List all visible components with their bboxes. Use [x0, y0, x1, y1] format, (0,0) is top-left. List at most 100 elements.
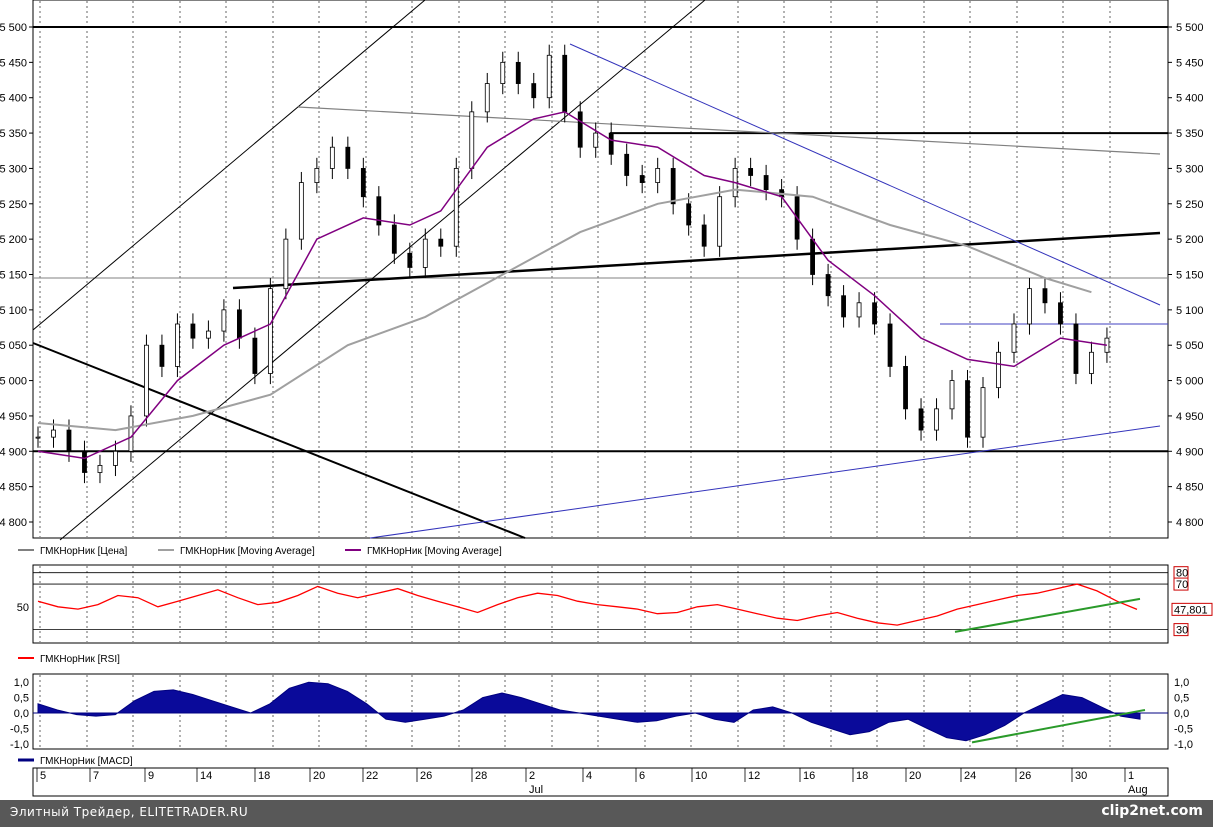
x-tick-label: 5 [40, 770, 46, 782]
price-panel: 5 500 5 500 5 450 5 450 5 400 5 400 5 350 5 350… [0, 0, 1204, 541]
price-candle-body [453, 168, 459, 247]
macd-y-tick-label-right: 0,5 [1174, 693, 1189, 705]
lower-blue-trendline [369, 425, 1161, 539]
price-trendlines [32, 0, 1168, 541]
x-tick-label: 12 [748, 770, 760, 782]
x-tick-label: 22 [366, 770, 378, 782]
price-candle-body [639, 175, 645, 183]
price-candle-body [252, 337, 258, 374]
price-candle-body [190, 323, 196, 339]
price-candle-body [66, 429, 72, 452]
price-candle-body [1058, 302, 1063, 325]
rsi-line [37, 583, 1138, 626]
macd-y-tick-label-right: 1,0 [1174, 677, 1189, 689]
price-candle-body [236, 309, 242, 339]
rsi-level-label: 30 [1176, 625, 1188, 637]
price-y-tick-label-right: 4 950 [1176, 411, 1204, 423]
x-tick-label: 14 [200, 770, 212, 782]
price-y-tick-label-left: 5 250 [0, 199, 27, 211]
price-candle-body [1089, 351, 1094, 374]
price-candle-body [113, 450, 118, 466]
price-candle-body [1042, 288, 1048, 304]
price-y-tick-label-left: 5 450 [0, 57, 27, 69]
x-tick-label: 7 [93, 770, 99, 782]
rsi-level-label-box [1173, 577, 1189, 591]
price-candle-body [1073, 323, 1079, 374]
price-candle-body [593, 132, 599, 148]
rsi-legend: ГМКНорНик [RSI] [18, 654, 120, 665]
rsi-level-label: 70 [1176, 579, 1188, 591]
price-candle-body [144, 344, 149, 417]
price-candle-body [221, 309, 227, 332]
price-y-tick-label-left: 5 200 [0, 234, 27, 246]
footer-bar: Элитный Трейдер, ELITETRADER.RU clip2net… [0, 800, 1213, 827]
price-candle-body [51, 429, 56, 438]
macd-y-tick-label-left: 0,0 [14, 708, 29, 720]
descending-trendline [32, 342, 526, 539]
macd-y-tick-label-right: -0,5 [1174, 723, 1193, 735]
price-candle-body [1011, 323, 1017, 353]
price-y-tick-label-right: 4 900 [1176, 446, 1204, 458]
price-y-tick-label-left: 5 000 [0, 376, 27, 388]
price-candle-body [515, 61, 521, 84]
price-y-tick-label-left: 4 800 [0, 517, 27, 529]
macd-legend-label: ГМКНорНик [MACD] [40, 756, 133, 767]
price-candle-body [918, 408, 924, 431]
price-candle-body [934, 408, 939, 431]
rsi-panel-frame [32, 564, 1169, 644]
rsi-series [37, 583, 1141, 633]
macd-y-tick-label-left: -1,0 [10, 739, 29, 751]
price-y-tick-label-left: 4 850 [0, 482, 27, 494]
price-candle-body [267, 288, 273, 374]
price-y-tick-label-right: 4 850 [1176, 482, 1204, 494]
price-candle-body [314, 168, 320, 183]
price-candle-body [686, 203, 692, 226]
price-candle-body [825, 274, 831, 297]
macd-panel: 1,0 1,0 0,5 0,5 0,0 0,0 -0,5 -0,5 -1,0 -1,0 [10, 673, 1193, 751]
x-tick-label: 4 [586, 770, 592, 782]
price-candle-body [996, 351, 1001, 389]
price-candle-body [391, 224, 397, 254]
footer-watermark: clip2net.com [1101, 803, 1203, 819]
price-y-ticks: 5 500 5 500 5 450 5 450 5 400 5 400 5 350 5 350… [0, 22, 1204, 529]
price-candle-body [376, 196, 382, 226]
price-candle-body [1027, 288, 1032, 325]
price-y-tick-label-left: 5 300 [0, 163, 27, 175]
price-candle-body [608, 132, 614, 155]
price-candle-body [175, 323, 180, 367]
price-candle-body [980, 387, 986, 438]
x-tick-label: 20 [313, 770, 325, 782]
price-candle-body [624, 153, 630, 176]
price-candle-body [438, 238, 444, 247]
legend-label: ГМКНорНик [Moving Average] [180, 546, 315, 557]
price-candle-body [159, 344, 165, 367]
rsi-level-label: 80 [1176, 568, 1188, 580]
price-y-tick-label-right: 5 450 [1176, 57, 1204, 69]
price-candle-body [965, 380, 970, 438]
x-tick-label: 26 [420, 770, 432, 782]
price-candle-body [531, 83, 537, 99]
rsi-gridlines [33, 566, 1168, 642]
x-axis-frame [32, 767, 1169, 797]
price-candle-body [407, 252, 413, 268]
resistance-trendline [232, 231, 1161, 290]
price-y-tick-label-left: 5 500 [0, 22, 27, 34]
price-candle-body [422, 238, 428, 268]
moving-average-short-line [37, 111, 1108, 460]
price-legend: ГМКНорНик [Цена] ГМКНорНик [Moving Averag… [18, 546, 502, 557]
upper-channel-line [32, 0, 426, 331]
price-y-tick-label-right: 5 250 [1176, 199, 1204, 211]
x-tick-label: 18 [856, 770, 868, 782]
rsi-y-tick-label: 50 [17, 602, 29, 614]
x-tick-label: 16 [803, 770, 815, 782]
price-candle-body [562, 54, 568, 113]
rsi-level-label-box [1173, 623, 1189, 637]
x-tick-label: 28 [475, 770, 487, 782]
price-candle-body [484, 83, 490, 113]
price-candle-body [360, 168, 366, 198]
price-candle-body [345, 146, 351, 169]
macd-y-tick-label-left: 1,0 [14, 677, 29, 689]
x-month-label: Jul [529, 784, 543, 796]
